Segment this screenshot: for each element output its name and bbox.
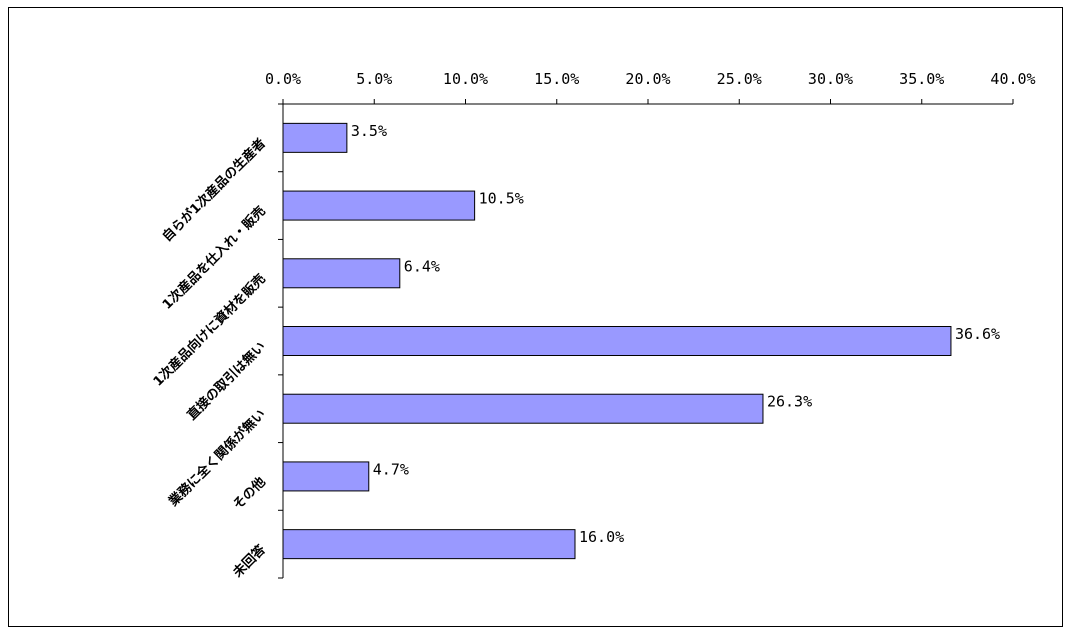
bar	[282, 393, 764, 424]
x-tick-label: 25.0%	[717, 70, 762, 88]
x-tick-label: 15.0%	[534, 70, 579, 88]
x-tick-label: 30.0%	[808, 70, 853, 88]
data-label: 6.4%	[404, 257, 440, 275]
bar-chart: 0.0% 5.0% 10.0% 15.0% 20.0% 25.0% 30.0% 35.0% 40…	[150, 70, 1036, 581]
data-label: 26.3%	[767, 393, 812, 411]
chart-frame	[8, 7, 1063, 627]
x-tick-label: 40.0%	[990, 70, 1035, 88]
x-tick-label: 0.0%	[265, 70, 301, 88]
data-label: 4.7%	[373, 460, 409, 478]
bar	[282, 529, 576, 560]
bar	[282, 461, 370, 492]
x-tick-label: 35.0%	[899, 70, 944, 88]
x-tick-label: 5.0%	[356, 70, 392, 88]
category-label: その他	[230, 474, 269, 513]
x-tick-label: 10.0%	[443, 70, 488, 88]
data-label: 10.5%	[479, 190, 524, 208]
data-label: 3.5%	[351, 122, 387, 140]
x-tick-label: 20.0%	[625, 70, 670, 88]
category-label: 1次産品向けに資材を販売	[150, 271, 269, 390]
data-label: 16.0%	[579, 528, 624, 546]
bar	[282, 122, 348, 153]
bar	[282, 326, 952, 356]
bar	[282, 190, 476, 221]
category-label: 未回答	[229, 541, 269, 581]
bar	[282, 258, 401, 289]
data-label: 36.6%	[955, 325, 1000, 343]
